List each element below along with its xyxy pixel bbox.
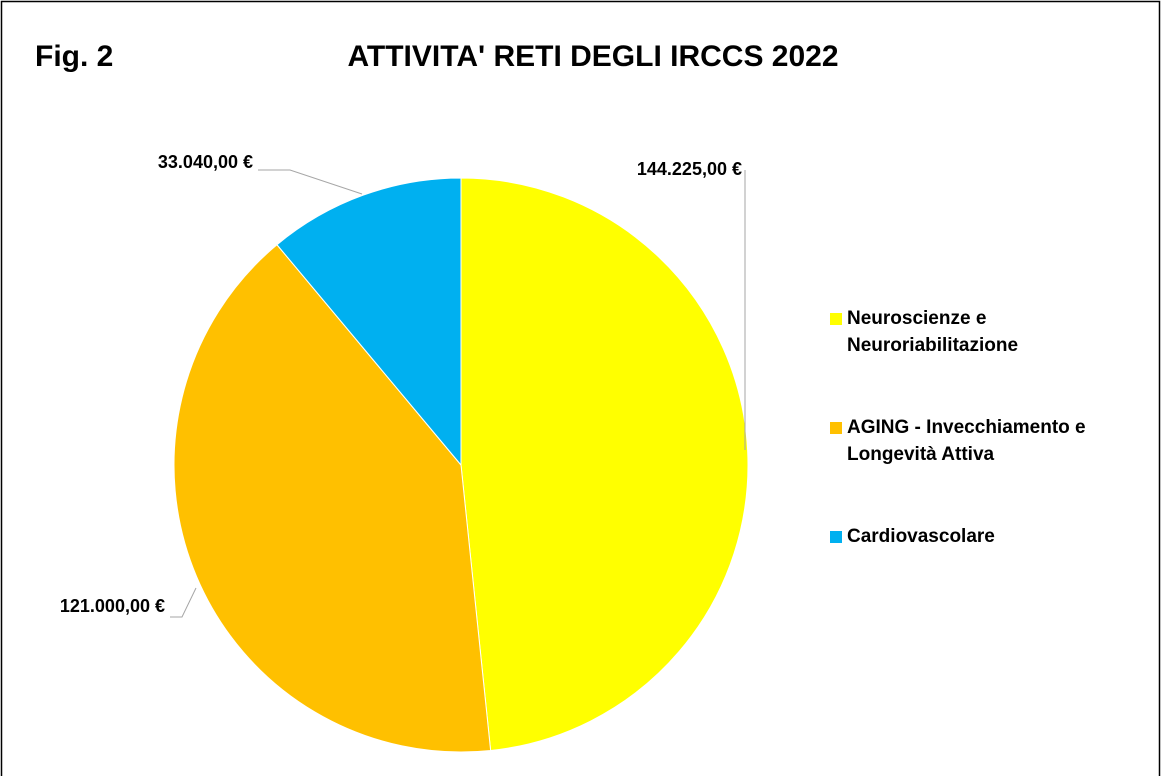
pie-slice (276, 177, 462, 467)
data-label: 144.225,00 € (637, 159, 742, 179)
data-label: 33.040,00 € (158, 152, 253, 172)
legend-label: Cardiovascolare (847, 526, 995, 547)
legend-label: AGING - Invecchiamento e Longevità Attiv… (847, 417, 1086, 465)
leader-line (170, 587, 197, 618)
pie-slice (460, 177, 749, 752)
leader-line (258, 169, 363, 195)
chart-title: ATTIVITA' RETI DEGLI IRCCS 2022 (347, 40, 838, 73)
legend-item: Neuroscienze e Neuroriabilitazione (830, 305, 1161, 359)
legend-label: Neuroscienze e Neuroriabilitazione (847, 308, 1019, 356)
data-label: 121.000,00 € (60, 596, 165, 616)
legend-swatch (830, 313, 842, 325)
fig-annotation: Fig. 2 (35, 40, 113, 73)
legend-swatch (830, 531, 842, 543)
legend-item: AGING - Invecchiamento e Longevità Attiv… (830, 414, 1161, 468)
legend-item: Cardiovascolare (830, 523, 1161, 550)
legend-swatch (830, 422, 842, 434)
pie-slice (173, 244, 492, 753)
